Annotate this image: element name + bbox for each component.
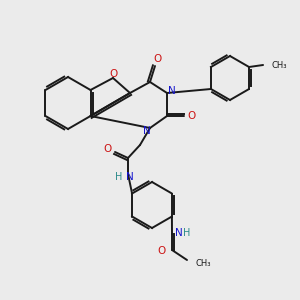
Text: CH₃: CH₃: [195, 259, 211, 268]
Text: O: O: [158, 246, 166, 256]
Text: O: O: [153, 54, 161, 64]
Text: N: N: [143, 126, 151, 136]
Text: O: O: [104, 144, 112, 154]
Text: H: H: [183, 228, 191, 238]
Text: O: O: [109, 69, 117, 79]
Text: N: N: [126, 172, 134, 182]
Text: H: H: [115, 172, 123, 182]
Text: N: N: [175, 228, 183, 238]
Text: O: O: [187, 111, 195, 121]
Text: CH₃: CH₃: [271, 61, 286, 70]
Text: N: N: [168, 86, 176, 96]
